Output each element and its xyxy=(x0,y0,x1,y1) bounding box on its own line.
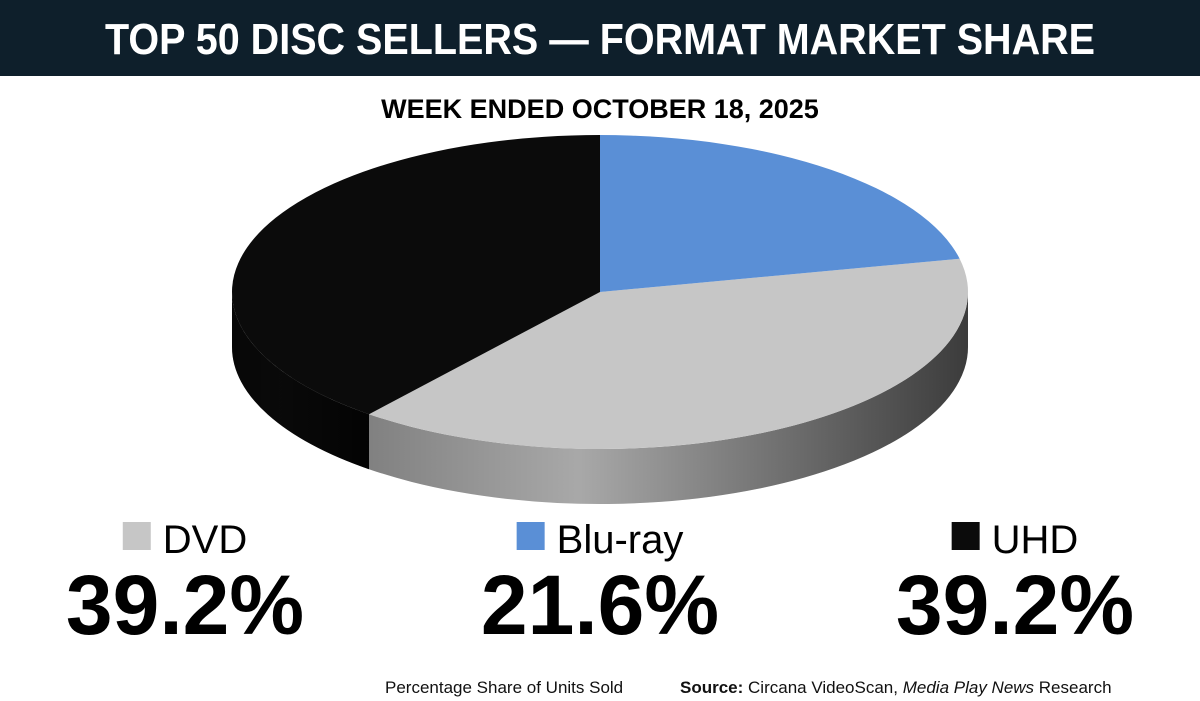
pie-slice xyxy=(600,135,960,292)
pie-side-shade xyxy=(232,292,370,470)
pie-side-shade xyxy=(369,292,968,504)
source-publication: Media Play News xyxy=(903,678,1035,697)
legend-label: DVD xyxy=(163,518,247,562)
source-line: Source: Circana VideoScan, Media Play Ne… xyxy=(680,678,1112,697)
chart-title: TOP 50 DISC SELLERS — FORMAT MARKET SHAR… xyxy=(105,15,1095,64)
source-label: Source: xyxy=(680,678,743,697)
header-bar xyxy=(0,0,1200,76)
legend-swatch xyxy=(516,522,545,550)
legend-label: UHD xyxy=(992,518,1079,562)
source-text: Circana VideoScan, xyxy=(748,678,898,697)
footer-note: Percentage Share of Units Sold xyxy=(385,678,623,697)
pie-sides xyxy=(232,292,968,504)
pie-slice xyxy=(232,135,601,415)
chart-subtitle: WEEK ENDED OCTOBER 18, 2025 xyxy=(381,94,819,124)
legend-swatch xyxy=(122,522,151,550)
legend-label: Blu-ray xyxy=(557,518,684,562)
value-label: 21.6% xyxy=(481,558,719,652)
value-label: 39.2% xyxy=(66,558,304,652)
pie-tops xyxy=(232,135,968,449)
value-label: 39.2% xyxy=(896,558,1134,652)
pie-slice xyxy=(369,258,968,449)
source-suffix: Research xyxy=(1039,678,1112,697)
legend-swatch xyxy=(951,522,980,550)
